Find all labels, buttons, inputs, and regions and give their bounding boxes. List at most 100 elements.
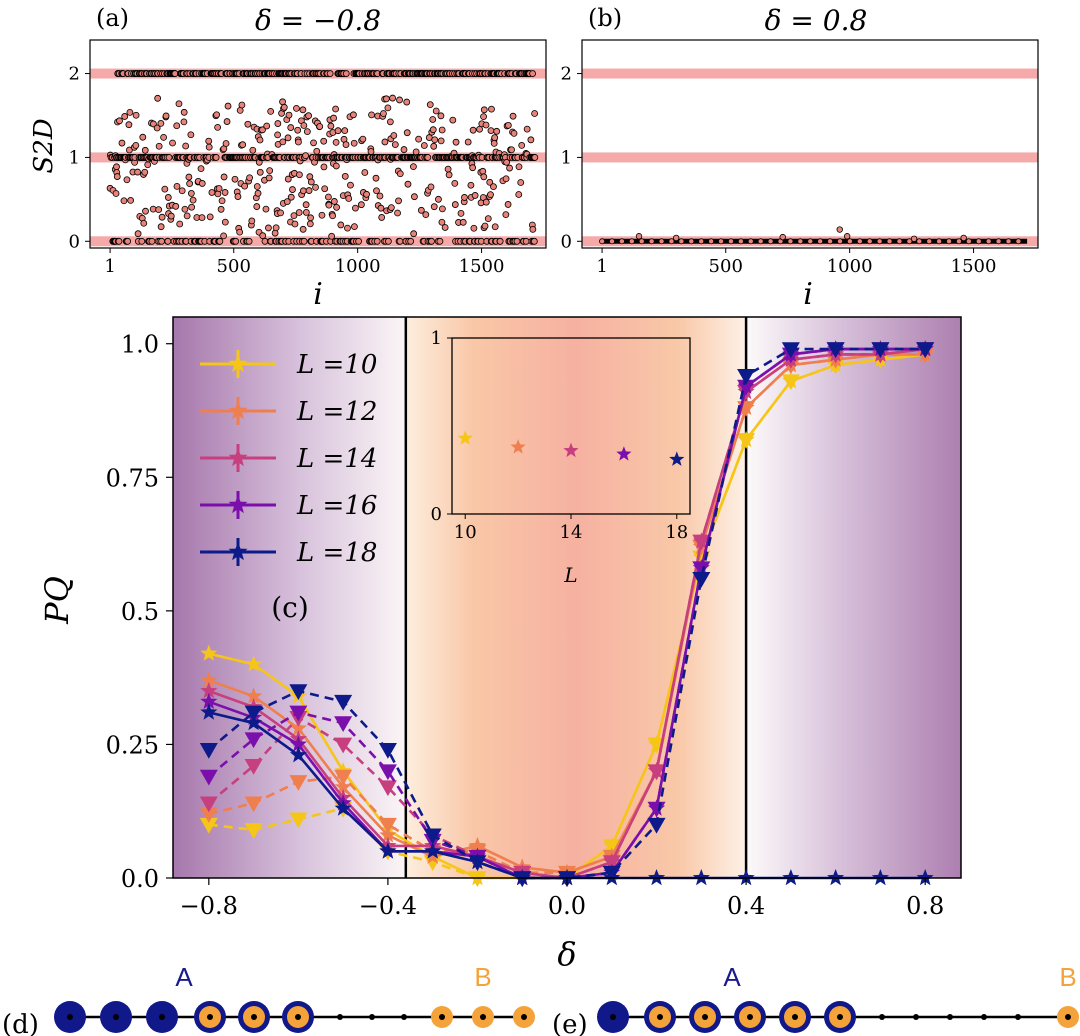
reference-band: [582, 68, 1038, 79]
x-tick-label: 1: [104, 256, 115, 277]
data-point: [222, 140, 230, 147]
data-point: [510, 129, 518, 137]
data-point: [141, 168, 149, 176]
data-point: [279, 98, 286, 106]
data-point: [231, 175, 239, 183]
star-marker: [871, 869, 889, 886]
data-point: [330, 198, 338, 205]
panel-a-x-ticks: 1 500 1000 1500: [104, 248, 504, 277]
diagram-d-region-b: B: [474, 962, 491, 992]
data-point: [807, 238, 814, 245]
site-dot: [747, 1014, 753, 1020]
data-point: [946, 238, 953, 245]
inset-y-tick-label: 0: [431, 504, 442, 525]
data-point: [430, 203, 438, 211]
data-point: [345, 195, 353, 202]
data-point: [259, 126, 266, 134]
data-point: [289, 186, 296, 193]
data-point: [1015, 238, 1022, 245]
site-dot: [947, 1014, 953, 1020]
data-point: [359, 135, 367, 143]
triangle-marker: [244, 796, 263, 813]
data-point: [376, 192, 384, 200]
star-marker: [289, 719, 307, 736]
star-marker: [424, 842, 442, 859]
data-point: [386, 118, 394, 126]
panel-a-x-label: i: [313, 277, 323, 312]
data-point: [307, 178, 315, 186]
data-point: [187, 190, 195, 197]
data-point: [164, 194, 172, 201]
site-dot: [913, 1014, 919, 1020]
inset-points: [457, 430, 685, 466]
legend-label: L =12: [296, 397, 377, 427]
data-point: [332, 105, 339, 113]
data-point: [256, 168, 264, 176]
data-point: [265, 224, 272, 232]
data-point: [856, 238, 863, 245]
data-point: [427, 183, 435, 191]
data-point: [124, 237, 132, 245]
x-tick-label: −0.4: [359, 892, 417, 920]
data-point: [412, 148, 420, 156]
star-marker: [245, 655, 263, 672]
y-tick-label: 0.75: [106, 464, 159, 492]
data-point: [488, 105, 495, 113]
data-point: [218, 197, 226, 205]
data-point: [407, 237, 415, 245]
data-point: [249, 146, 257, 154]
data-point: [205, 137, 213, 145]
data-point: [432, 107, 440, 115]
panel-c: −0.8 −0.4 0.0 0.4 0.8 0.00.250.50.751.0 (c) …: [38, 316, 962, 973]
data-point: [618, 238, 625, 245]
data-point: [380, 110, 387, 117]
star-marker: [648, 869, 666, 886]
data-point: [431, 136, 439, 144]
data-point: [487, 127, 495, 134]
data-point: [384, 104, 392, 112]
data-point: [155, 206, 163, 214]
legend-star-marker: [228, 495, 248, 514]
data-point: [167, 212, 175, 220]
data-point: [305, 187, 313, 194]
data-point: [444, 165, 452, 173]
data-point: [302, 201, 310, 209]
data-point: [287, 193, 295, 201]
data-point: [469, 126, 477, 134]
data-point: [142, 207, 149, 215]
data-point: [417, 206, 425, 214]
data-point: [300, 237, 308, 245]
data-point: [426, 101, 434, 109]
x-tick-label: 1500: [459, 256, 505, 277]
data-point: [876, 238, 883, 245]
data-point: [220, 173, 228, 181]
star-marker: [782, 372, 800, 389]
panel-b-label: (b): [588, 4, 622, 32]
data-point: [975, 238, 982, 245]
data-point: [995, 238, 1002, 245]
data-point: [238, 101, 246, 109]
data-point: [767, 238, 774, 245]
site-dot: [369, 1014, 375, 1020]
y-tick-label: 2: [69, 64, 80, 85]
data-point: [121, 113, 129, 120]
x-tick-label: −0.8: [180, 892, 238, 920]
data-point: [263, 122, 271, 130]
data-point: [410, 230, 418, 238]
inset-star-point: [457, 430, 473, 445]
data-point: [173, 122, 181, 130]
y-tick-label: 0.0: [121, 865, 159, 893]
data-point: [140, 219, 148, 227]
data-point: [274, 131, 282, 139]
panel-b-x-ticks: 1 500 1000 1500: [596, 248, 996, 277]
site-dot: [702, 1014, 708, 1020]
data-point: [175, 100, 183, 108]
data-point: [274, 120, 282, 127]
panel-c-label: (c): [271, 591, 309, 624]
triangle-marker: [871, 342, 890, 359]
data-point: [955, 238, 962, 245]
star-marker: [692, 559, 710, 576]
data-point: [459, 218, 467, 226]
star-marker: [379, 826, 397, 843]
data-point: [479, 167, 487, 175]
